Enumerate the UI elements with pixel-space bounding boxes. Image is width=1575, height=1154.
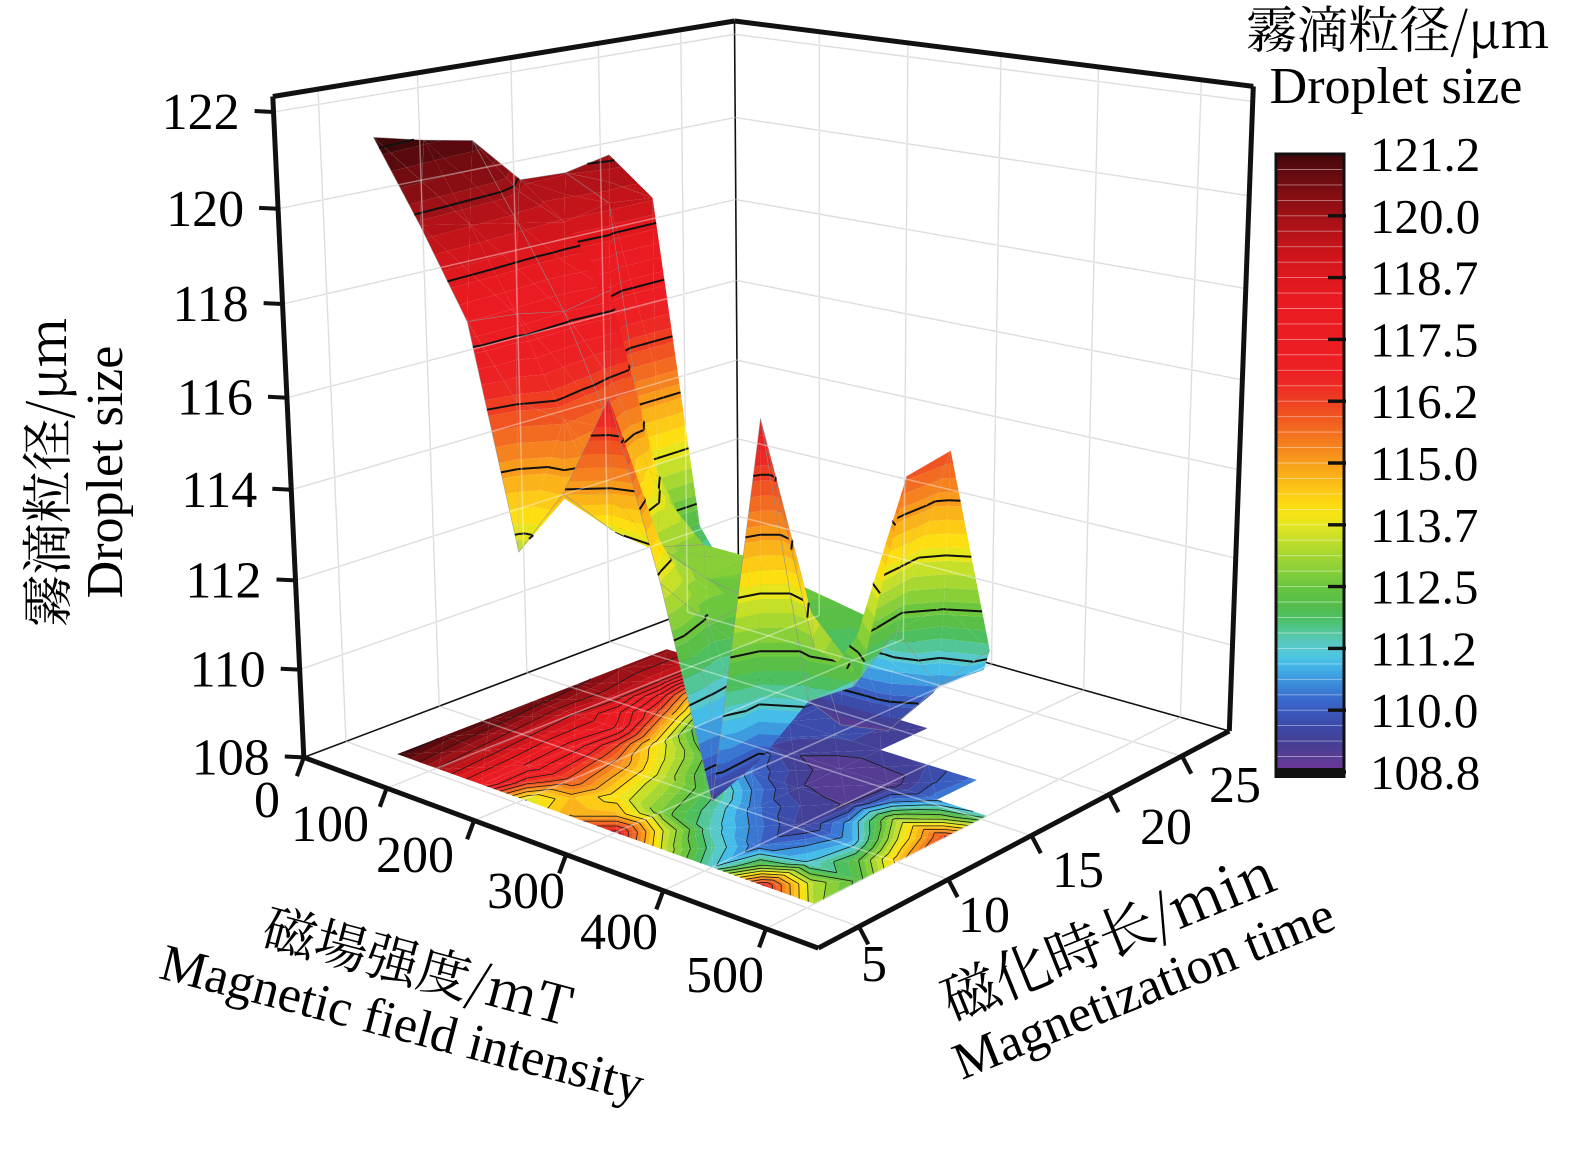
svg-text:118: 118 xyxy=(173,276,249,333)
svg-text:Droplet size: Droplet size xyxy=(1270,58,1523,115)
svg-text:20: 20 xyxy=(1140,799,1192,856)
svg-text:25: 25 xyxy=(1209,757,1261,814)
svg-text:118.7: 118.7 xyxy=(1370,251,1478,306)
svg-text:108: 108 xyxy=(192,729,270,786)
svg-text:114: 114 xyxy=(181,462,257,519)
svg-text:108.8: 108.8 xyxy=(1370,745,1480,800)
svg-text:Droplet size: Droplet size xyxy=(77,346,134,599)
svg-text:117.5: 117.5 xyxy=(1370,312,1478,367)
svg-text:116: 116 xyxy=(177,370,253,427)
svg-text:110: 110 xyxy=(190,642,266,699)
svg-text:500: 500 xyxy=(686,947,764,1004)
svg-text:15: 15 xyxy=(1052,842,1104,899)
svg-text:10: 10 xyxy=(958,887,1010,944)
svg-text:100: 100 xyxy=(291,796,369,853)
svg-text:112.5: 112.5 xyxy=(1370,560,1478,615)
svg-text:400: 400 xyxy=(580,904,658,961)
svg-text:5: 5 xyxy=(861,936,887,993)
svg-text:116.2: 116.2 xyxy=(1370,374,1478,429)
svg-text:121.2: 121.2 xyxy=(1370,127,1480,182)
svg-text:120: 120 xyxy=(166,181,244,238)
svg-text:122: 122 xyxy=(162,84,240,141)
svg-text:112: 112 xyxy=(185,552,261,609)
svg-text:111.2: 111.2 xyxy=(1370,621,1477,676)
svg-text:200: 200 xyxy=(376,827,454,884)
svg-text:110.0: 110.0 xyxy=(1370,683,1478,738)
svg-text:120.0: 120.0 xyxy=(1370,189,1480,244)
svg-text:113.7: 113.7 xyxy=(1370,498,1478,553)
svg-text:115.0: 115.0 xyxy=(1370,436,1478,491)
svg-text:300: 300 xyxy=(487,863,565,920)
